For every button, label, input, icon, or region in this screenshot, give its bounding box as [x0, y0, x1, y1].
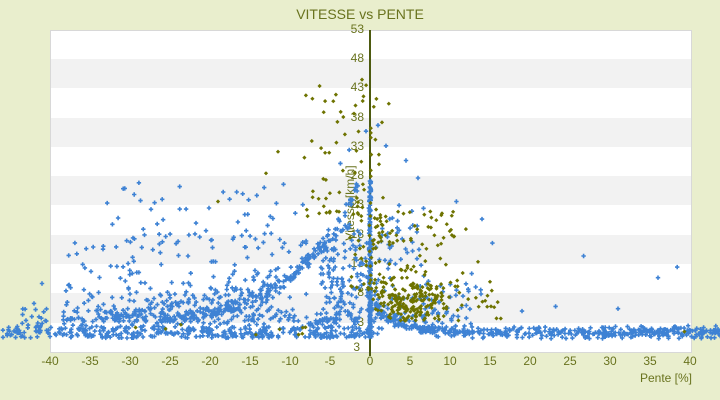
- x-tick-label: -5: [324, 354, 336, 368]
- x-tick-label: -25: [161, 354, 179, 368]
- y-tick-label: 23: [350, 197, 364, 212]
- x-tick-label: -40: [41, 354, 59, 368]
- x-tick-label: 15: [483, 354, 497, 368]
- x-tick-label: 5: [406, 354, 414, 368]
- y-tick-label: 48: [350, 50, 364, 65]
- grid-band: [51, 293, 691, 323]
- grid-band: [51, 234, 691, 264]
- y-tick-label: 13: [350, 256, 364, 270]
- grid-band: [51, 88, 691, 118]
- grid-band: [51, 58, 691, 89]
- grid-band: [51, 205, 691, 235]
- y-tick-label: 3: [357, 314, 364, 329]
- plot-area: [50, 30, 692, 353]
- x-axis-title: Pente [%]: [639, 371, 692, 385]
- x-tick-label: -35: [81, 354, 99, 368]
- y-tick-label: 43: [350, 80, 364, 95]
- y-tick-label: 18: [350, 226, 364, 241]
- x-tick-label: 30: [603, 354, 617, 368]
- chart-title: VITESSE vs PENTE: [296, 6, 424, 22]
- x-tick-label: 40: [683, 354, 697, 368]
- y-tick-label: 33: [350, 138, 364, 153]
- x-tick-label: -15: [241, 354, 259, 368]
- grid-band: [51, 31, 691, 59]
- y-tick-label: 53: [350, 21, 364, 36]
- y-tick-label: 8: [357, 285, 364, 300]
- y-tick-label: 38: [350, 109, 364, 124]
- x-tick-label: 10: [443, 354, 457, 368]
- grid-band: [51, 146, 691, 177]
- x-tick-label: 35: [643, 354, 657, 368]
- x-tick-label: -10: [281, 354, 299, 368]
- x-tick-label: 25: [563, 354, 577, 368]
- grid-band: [51, 322, 691, 352]
- grid-band: [51, 264, 691, 294]
- y-tick-label: 28: [350, 168, 364, 183]
- x-tick-label: 0: [366, 354, 374, 368]
- grid-band: [51, 117, 691, 147]
- x-tick-label: 20: [523, 354, 537, 368]
- grid-band: [51, 176, 691, 206]
- x-tick-label: -30: [121, 354, 139, 368]
- y-axis-bottom-label: 3: [353, 340, 360, 354]
- x-tick-label: -20: [201, 354, 219, 368]
- y-axis-zero-line: [369, 30, 371, 356]
